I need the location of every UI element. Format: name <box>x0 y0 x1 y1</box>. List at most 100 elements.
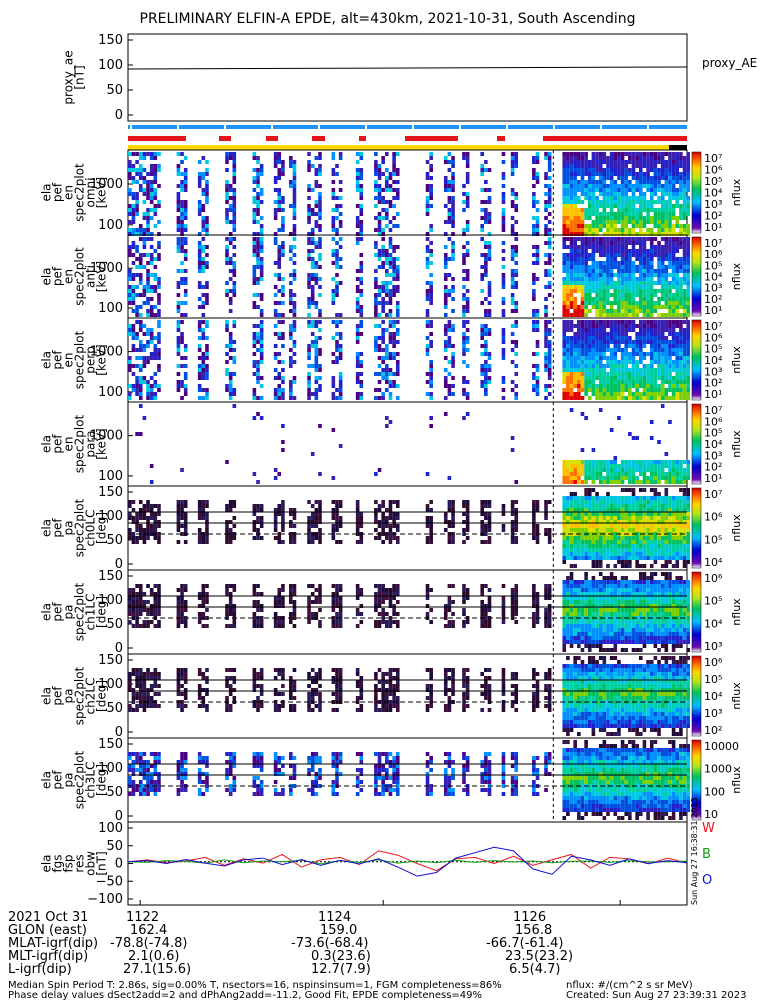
heatmap-cell <box>649 376 654 380</box>
heatmap-cell <box>591 160 596 164</box>
heatmap-cell <box>602 285 607 289</box>
heatmap-cell <box>135 528 139 532</box>
heatmap-cell <box>671 281 676 285</box>
heatmap-cell <box>653 348 658 352</box>
heatmap-cell <box>176 305 181 309</box>
heatmap-cell <box>617 172 621 176</box>
heatmap-cell <box>277 320 282 324</box>
heatmap-cell <box>566 344 570 348</box>
heatmap-cell <box>646 309 650 313</box>
heatmap-cell <box>232 324 237 328</box>
heatmap-cell <box>569 180 574 184</box>
heatmap-cell <box>624 228 629 232</box>
heatmap-cell <box>602 468 607 472</box>
heatmap-cell <box>205 396 209 400</box>
heatmap-cell <box>671 265 676 269</box>
heatmap-cell <box>573 556 577 560</box>
heatmap-cell <box>638 152 643 156</box>
heatmap-cell <box>462 528 466 532</box>
heatmap-cell <box>602 265 607 269</box>
heatmap-cell <box>205 516 209 520</box>
heatmap-cell <box>580 172 585 176</box>
heatmap-cell <box>374 245 378 249</box>
heatmap-cell <box>646 392 650 396</box>
heatmap-cell <box>273 536 278 540</box>
heatmap-cell <box>573 160 577 164</box>
heatmap-cell <box>183 293 188 297</box>
heatmap-cell <box>331 380 336 384</box>
heatmap-cell <box>562 237 567 241</box>
heatmap-cell <box>638 392 643 396</box>
heatmap-cell <box>631 184 636 188</box>
heatmap-cell <box>562 176 567 180</box>
heatmap-cell <box>374 508 378 512</box>
heatmap-cell <box>128 172 132 176</box>
heatmap-cell <box>176 508 181 512</box>
heatmap-cell <box>149 273 154 277</box>
heatmap-cell <box>602 208 607 212</box>
heatmap-cell <box>573 261 577 265</box>
heatmap-cell <box>671 309 676 313</box>
heatmap-cell <box>613 184 618 188</box>
heatmap-cell <box>624 245 629 249</box>
heatmap-cell <box>649 460 654 464</box>
heatmap-cell <box>587 476 592 480</box>
heatmap-cell <box>510 388 515 392</box>
heatmap-cell <box>609 216 614 220</box>
heatmap-cell <box>577 380 581 384</box>
heatmap-cell <box>679 468 683 472</box>
heatmap-cell <box>157 297 161 301</box>
heatmap-cell <box>547 368 552 372</box>
heatmap-cell <box>314 220 319 224</box>
heatmap-cell <box>620 228 625 232</box>
heatmap-cell <box>649 180 654 184</box>
heatmap-cell <box>149 196 154 200</box>
heatmap-cell <box>606 249 610 253</box>
heatmap-cell <box>606 261 610 265</box>
heatmap-cell <box>620 220 625 224</box>
heatmap-cell <box>252 324 257 328</box>
heatmap-cell <box>142 360 147 364</box>
heatmap-cell <box>451 524 455 528</box>
heatmap-cell <box>501 528 506 532</box>
heatmap-cell <box>591 245 596 249</box>
heatmap-cell <box>514 372 519 376</box>
heatmap-cell <box>381 265 385 269</box>
heatmap-cell <box>176 388 181 392</box>
heatmap-cell <box>487 536 492 540</box>
heatmap-cell <box>598 384 603 388</box>
heatmap-cell <box>205 500 209 504</box>
heatmap-cell <box>388 297 393 301</box>
heatmap-cell <box>580 460 585 464</box>
heatmap-cell <box>487 309 492 313</box>
colorbar-tick-label: 10⁵ <box>704 343 722 356</box>
heatmap-cell <box>544 176 548 180</box>
heatmap-cell <box>668 352 672 356</box>
heatmap-cell <box>256 200 260 204</box>
heatmap-cell <box>447 328 452 332</box>
heatmap-cell <box>501 216 506 220</box>
heatmap-cell <box>292 305 297 309</box>
heatmap-cell <box>577 168 581 172</box>
heatmap-cell <box>613 152 618 156</box>
heatmap-cell <box>624 396 629 400</box>
heatmap-cell <box>646 396 650 400</box>
heatmap-cell <box>580 508 585 512</box>
heatmap-cell <box>180 364 184 368</box>
heatmap-cell <box>566 384 570 388</box>
heatmap-cell <box>580 552 585 556</box>
heatmap-cell <box>273 180 278 184</box>
heatmap-cell <box>484 168 488 172</box>
heatmap-cell <box>573 472 577 476</box>
heatmap-cell <box>657 396 661 400</box>
heatmap-cell <box>631 436 636 440</box>
heatmap-cell <box>613 364 618 368</box>
heatmap-cell <box>385 508 389 512</box>
heatmap-cell <box>646 184 650 188</box>
heatmap-cell <box>664 241 669 245</box>
heatmap-cell <box>355 216 360 220</box>
heatmap-cell <box>617 297 621 301</box>
heatmap-cell <box>587 360 592 364</box>
heatmap-cell <box>338 224 343 228</box>
